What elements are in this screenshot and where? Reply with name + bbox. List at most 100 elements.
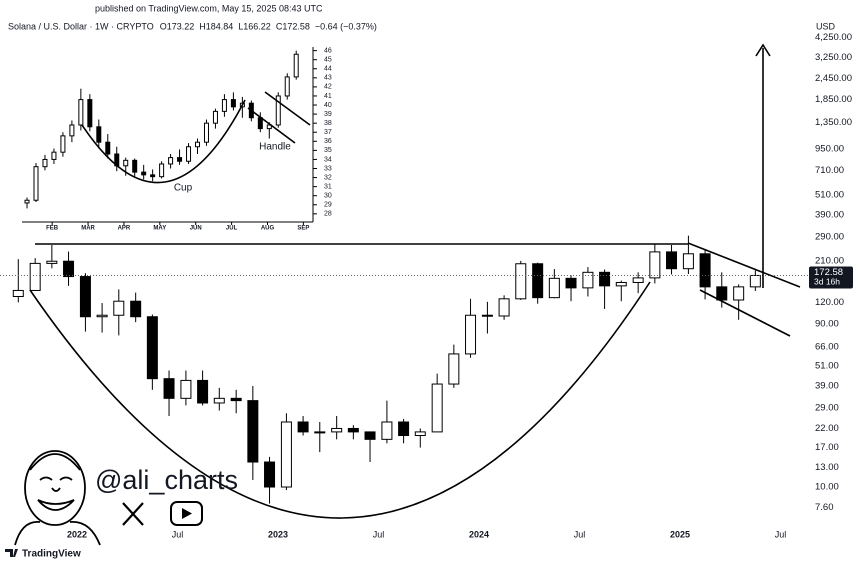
y-tick-label: 1,850.00 (815, 94, 852, 105)
y-tick-label: 39 (324, 111, 332, 118)
y-tick-label: 39.00 (815, 380, 839, 391)
candle-body (29, 262, 41, 291)
candle-body (331, 427, 343, 433)
cup-label: Cup (174, 183, 193, 194)
candle-body (347, 427, 359, 433)
candle-body (364, 431, 376, 440)
x-icon (122, 502, 144, 526)
cup-curve (29, 281, 651, 519)
candle-body (280, 421, 292, 488)
candle-body (177, 157, 183, 162)
candle-body (414, 431, 426, 437)
candle-body (213, 397, 225, 404)
candle-body (264, 461, 276, 488)
candle-body (284, 76, 290, 97)
y-tick-label: 66.00 (815, 341, 839, 352)
y-tick-label: 44 (324, 66, 332, 73)
candle-body (42, 158, 48, 168)
candle-body (180, 379, 192, 399)
last-price-box (809, 266, 853, 289)
candle-body (159, 163, 165, 178)
handle-label: Handle (259, 142, 291, 153)
candle-body (599, 271, 611, 287)
candle-body (46, 260, 58, 264)
candle-body (314, 431, 326, 434)
y-tick-label: 390.00 (815, 209, 844, 220)
candle-body (297, 421, 309, 433)
ohlc-legend: L166.22 (238, 21, 271, 31)
y-tick-label: 710.00 (815, 165, 844, 176)
candle-body (96, 314, 108, 318)
candle-body (481, 314, 493, 317)
x-tick-label: JUN (190, 226, 202, 232)
candle-body (582, 271, 594, 289)
arrow-head (755, 43, 771, 57)
candle-body (381, 421, 393, 440)
candle-body (465, 314, 477, 355)
youtube-icon (170, 501, 203, 526)
channel-upper (687, 242, 801, 288)
candle-body (132, 159, 138, 173)
y-tick-label: 29.00 (815, 402, 839, 413)
ohlc-legend: C172.58 (276, 21, 310, 31)
candle-body (716, 286, 728, 301)
candle-body (615, 281, 627, 287)
candle-body (257, 117, 263, 130)
candle-body (96, 126, 102, 143)
candle-body (266, 124, 272, 130)
x-tick-label: 2024 (469, 529, 489, 539)
branding: TradingView (22, 549, 81, 560)
y-tick-label: 3,250.00 (815, 52, 852, 63)
candle-body (548, 277, 560, 299)
y-tick-label: 46 (324, 47, 332, 54)
candle-body (12, 289, 24, 297)
inset-handle-lower (247, 107, 296, 144)
watermark-handle: @ali_charts (95, 465, 238, 495)
candle-body (632, 277, 644, 283)
y-tick-label: 37 (324, 129, 332, 136)
y-tick-label: 950.00 (815, 143, 844, 154)
ohlc-legend: H184.84 (199, 21, 233, 31)
candle-body (69, 124, 75, 137)
candle-body (113, 300, 125, 316)
y-tick-label: 2,450.00 (815, 73, 852, 84)
candle-body (197, 379, 209, 404)
candle-body (221, 99, 227, 112)
candle-body (163, 378, 175, 399)
y-tick-label: 4,250.00 (815, 32, 852, 43)
candle-body (105, 141, 111, 155)
y-tick-label: 7.60 (815, 502, 834, 513)
candle-body (682, 253, 694, 270)
y-tick-label: 35 (324, 147, 332, 154)
y-tick-label: 42 (324, 84, 332, 91)
candle-body (565, 277, 577, 289)
candle-body (498, 298, 510, 317)
candle-body (448, 353, 460, 385)
candle-body (699, 253, 711, 288)
candle-body (398, 421, 410, 437)
y-tick-label: 510.00 (815, 189, 844, 200)
candle-body (24, 199, 30, 204)
y-tick-label: 290.00 (815, 231, 844, 242)
candle-body (63, 260, 75, 278)
x-tick-label: 2023 (268, 529, 288, 539)
candle-body (51, 151, 57, 160)
candle-body (130, 300, 142, 318)
candle-body (275, 95, 281, 126)
x-tick-label: 2022 (67, 529, 87, 539)
candle-body (78, 99, 84, 126)
y-tick-label: 28 (324, 211, 332, 218)
symbol: Solana / U.S. Dollar · 1W · CRYPTO (8, 21, 154, 31)
candle-body (168, 157, 174, 165)
y-tick-label: 36 (324, 138, 332, 145)
x-tick-label: 2025 (670, 529, 690, 539)
x-tick-label: AUG (261, 226, 275, 232)
tradingview-logo: TradingView (5, 549, 81, 560)
x-tick-label: Jul (172, 529, 184, 539)
y-tick-label: 90.00 (815, 318, 839, 329)
x-tick-label: MAR (81, 226, 95, 232)
candle-body (230, 99, 236, 108)
y-tick-label: 10.00 (815, 482, 839, 493)
candle-body (515, 263, 527, 300)
candle-body (532, 263, 544, 299)
